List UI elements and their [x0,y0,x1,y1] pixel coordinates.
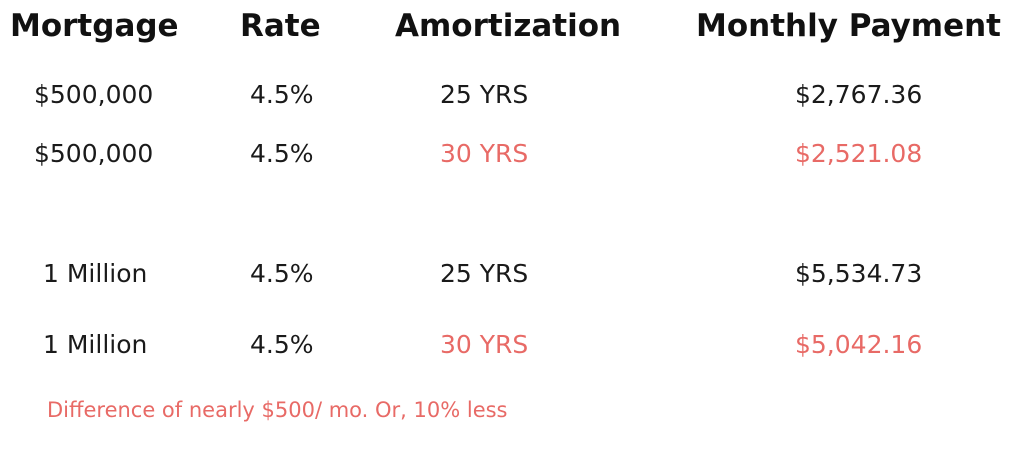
rate-cell: 4.5% [250,259,314,288]
payment-cell: $2,767.36 [795,80,923,109]
rate-cell: 4.5% [250,330,314,359]
header-amortization: Amortization [395,8,622,44]
mortgage-cell: 1 Million [43,259,148,288]
amortization-cell: 30 YRS [440,330,529,359]
payment-cell: $2,521.08 [795,139,923,168]
header-monthly-payment: Monthly Payment [696,8,1002,44]
rate-cell: 4.5% [250,139,314,168]
amortization-cell: 25 YRS [440,80,529,109]
mortgage-cell: 1 Million [43,330,148,359]
header-rate: Rate [240,8,321,44]
payment-cell: $5,534.73 [795,259,923,288]
amortization-cell: 25 YRS [440,259,529,288]
payment-cell: $5,042.16 [795,330,923,359]
header-mortgage: Mortgage [10,8,179,44]
difference-note: Difference of nearly $500/ mo. Or, 10% l… [47,398,508,422]
mortgage-cell: $500,000 [34,139,154,168]
mortgage-cell: $500,000 [34,80,154,109]
amortization-cell: 30 YRS [440,139,529,168]
rate-cell: 4.5% [250,80,314,109]
